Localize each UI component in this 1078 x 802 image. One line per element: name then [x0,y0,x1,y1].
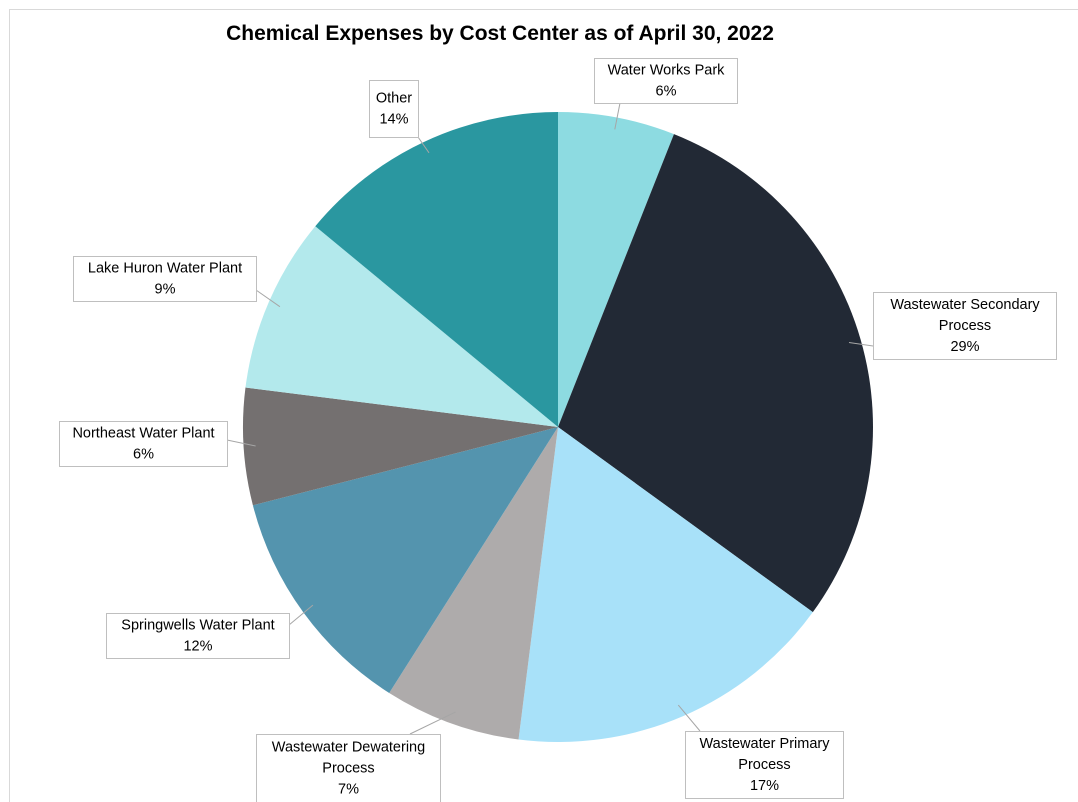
data-label-value: 7% [338,782,359,798]
data-label-name: Process [322,761,374,777]
data-label-value: 6% [656,84,677,100]
leader-line [614,102,621,130]
pie-slice-water-works-park [558,112,674,427]
data-label-name: Wastewater Secondary [890,297,1040,313]
pie-slice-northeast-water-plant [242,387,558,506]
leader-line [255,289,281,308]
pie-slice-other [315,112,558,427]
data-label-box [256,734,441,802]
data-label-name: Other [376,91,412,107]
data-label-box [369,80,419,138]
leader-line [409,711,456,735]
pie-slice-wastewater-dewatering-process [389,427,558,740]
data-label-value: 17% [750,778,779,794]
data-label-value: 9% [155,282,176,298]
data-label-name: Process [738,757,790,773]
data-label-box [59,421,228,467]
data-label-name: Process [939,318,991,334]
data-label-name: Springwells Water Plant [121,618,274,634]
data-label-box [685,731,844,799]
pie-slice-wastewater-primary-process [518,427,813,743]
chart-frame [9,9,1078,802]
data-label-box [73,256,257,302]
data-label-value: 6% [133,447,154,463]
leader-line [848,342,874,347]
data-label-box [106,613,290,659]
data-label-value: 14% [379,112,408,128]
data-label-value: 29% [950,339,979,355]
data-label-name: Northeast Water Plant [72,426,214,442]
chart-title: Chemical Expenses by Cost Center as of A… [226,22,774,45]
pie-slice-wastewater-secondary-process [558,134,873,613]
data-label-name: Wastewater Primary [700,736,831,752]
leader-line [677,704,701,732]
data-label-name: Lake Huron Water Plant [88,261,242,277]
data-label-name: Water Works Park [608,63,726,79]
pie-slice-springwells-water-plant [252,427,558,693]
data-label-value: 12% [183,639,212,655]
data-label-name: Wastewater Dewatering [272,740,425,756]
pie-slice-lake-huron-water-plant [245,226,559,427]
pie-slices [242,112,873,743]
data-label-box [594,58,738,104]
data-label-box [873,292,1057,360]
leader-line [288,604,314,626]
leader-line [226,439,256,447]
leader-line [417,136,430,154]
data-labels: Water Works Park 6% Wastewater Secondary Pr… [59,58,1057,802]
